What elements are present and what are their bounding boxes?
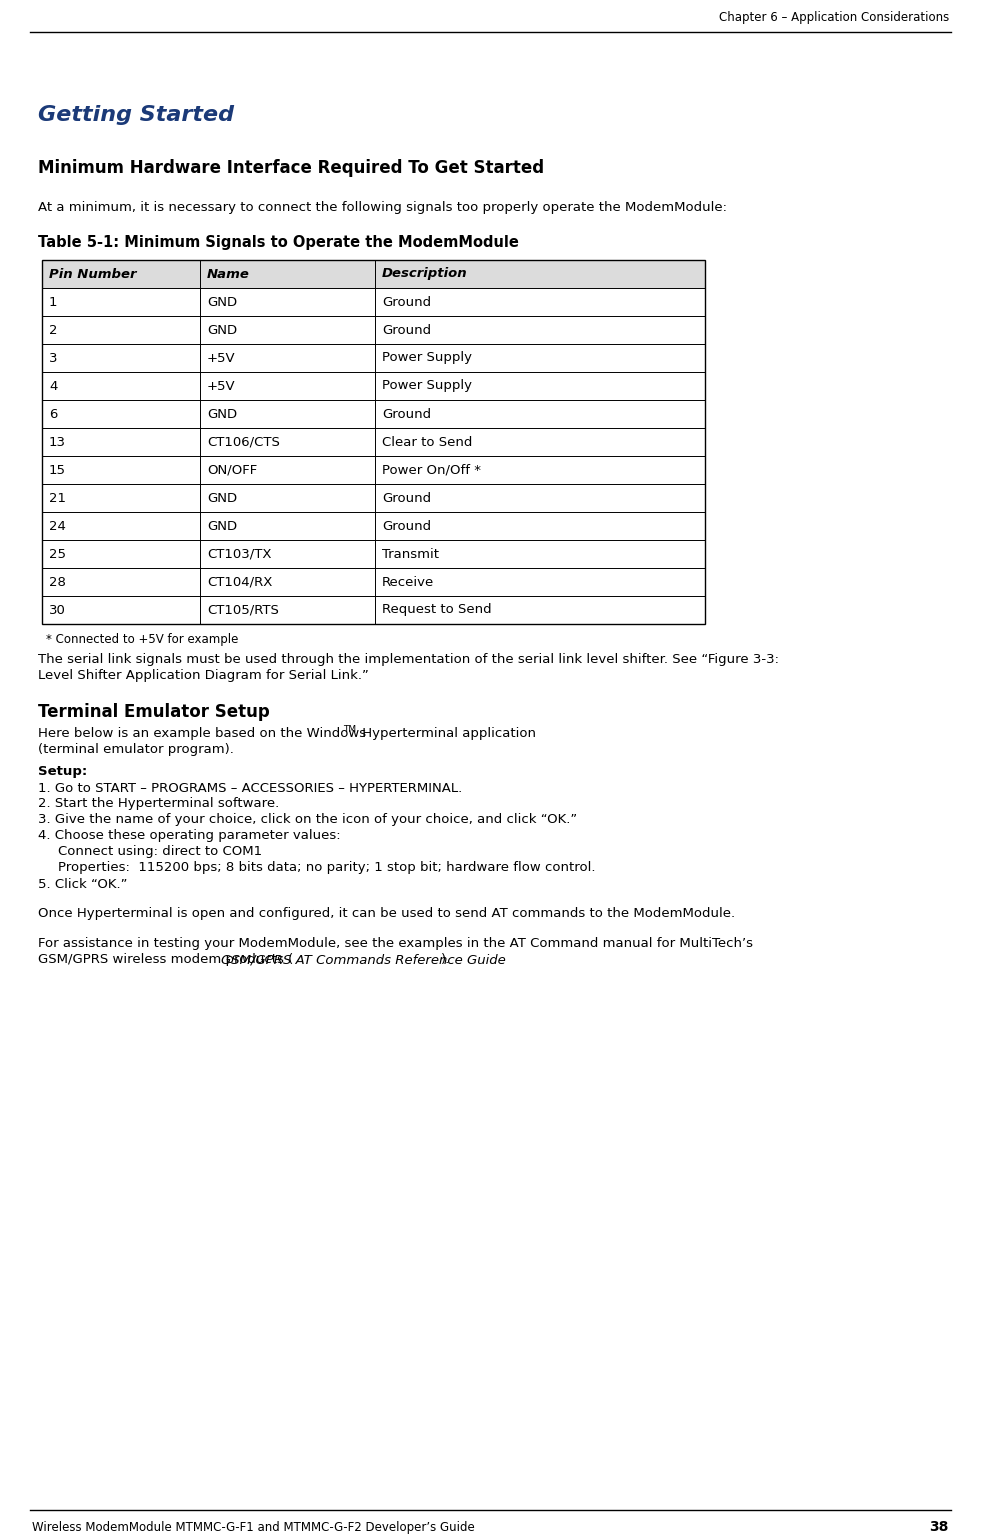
Text: For assistance in testing your ModemModule, see the examples in the AT Command m: For assistance in testing your ModemModu… — [38, 937, 753, 951]
Text: 5. Click “OK.”: 5. Click “OK.” — [38, 877, 128, 891]
Text: 1. Go to START – PROGRAMS – ACCESSORIES – HYPERTERMINAL.: 1. Go to START – PROGRAMS – ACCESSORIES … — [38, 782, 462, 794]
Text: GND: GND — [207, 408, 237, 420]
Text: 2. Start the Hyperterminal software.: 2. Start the Hyperterminal software. — [38, 797, 280, 811]
Text: Ground: Ground — [382, 520, 431, 532]
Text: 25: 25 — [49, 548, 66, 560]
Text: Receive: Receive — [382, 576, 435, 588]
Text: Table 5-1: Minimum Signals to Operate the ModemModule: Table 5-1: Minimum Signals to Operate th… — [38, 235, 519, 251]
Text: 4. Choose these operating parameter values:: 4. Choose these operating parameter valu… — [38, 830, 340, 842]
Bar — [42, 596, 705, 623]
Text: Ground: Ground — [382, 323, 431, 337]
Text: CT104/RX: CT104/RX — [207, 576, 273, 588]
Text: CT105/RTS: CT105/RTS — [207, 603, 279, 617]
Text: Connect using: direct to COM1: Connect using: direct to COM1 — [58, 845, 262, 859]
Text: CT103/TX: CT103/TX — [207, 548, 272, 560]
Text: Description: Description — [382, 268, 468, 280]
Text: Properties:  115200 bps; 8 bits data; no parity; 1 stop bit; hardware flow contr: Properties: 115200 bps; 8 bits data; no … — [58, 862, 595, 874]
Text: ON/OFF: ON/OFF — [207, 463, 257, 477]
Text: +5V: +5V — [207, 380, 235, 392]
Text: GND: GND — [207, 295, 237, 308]
Bar — [42, 372, 705, 400]
Bar — [42, 288, 705, 315]
Bar — [42, 568, 705, 596]
Bar — [42, 345, 705, 372]
Text: Pin Number: Pin Number — [49, 268, 136, 280]
Bar — [42, 456, 705, 483]
Text: Ground: Ground — [382, 491, 431, 505]
Text: +5V: +5V — [207, 351, 235, 365]
Text: TM: TM — [343, 725, 356, 734]
Text: 13: 13 — [49, 436, 66, 448]
Text: 6: 6 — [49, 408, 57, 420]
Text: GND: GND — [207, 520, 237, 532]
Bar — [42, 400, 705, 428]
Text: 38: 38 — [930, 1521, 949, 1534]
Text: Once Hyperterminal is open and configured, it can be used to send AT commands to: Once Hyperterminal is open and configure… — [38, 908, 735, 920]
Text: 21: 21 — [49, 491, 66, 505]
Text: 1: 1 — [49, 295, 58, 308]
Bar — [42, 260, 705, 623]
Text: Request to Send: Request to Send — [382, 603, 491, 617]
Text: 28: 28 — [49, 576, 66, 588]
Text: Ground: Ground — [382, 408, 431, 420]
Text: 3: 3 — [49, 351, 58, 365]
Text: At a minimum, it is necessary to connect the following signals too properly oper: At a minimum, it is necessary to connect… — [38, 200, 727, 214]
Text: (terminal emulator program).: (terminal emulator program). — [38, 743, 233, 757]
Text: 15: 15 — [49, 463, 66, 477]
Text: GND: GND — [207, 323, 237, 337]
Text: Name: Name — [207, 268, 250, 280]
Text: CT106/CTS: CT106/CTS — [207, 436, 280, 448]
Text: 2: 2 — [49, 323, 58, 337]
Text: Chapter 6 – Application Considerations: Chapter 6 – Application Considerations — [719, 11, 949, 25]
Text: Clear to Send: Clear to Send — [382, 436, 473, 448]
Text: Here below is an example based on the Windows: Here below is an example based on the Wi… — [38, 728, 371, 740]
Text: Setup:: Setup: — [38, 765, 87, 779]
Text: 30: 30 — [49, 603, 66, 617]
Text: GSM/GPRS AT Commands Reference Guide: GSM/GPRS AT Commands Reference Guide — [221, 954, 506, 966]
Bar — [42, 483, 705, 512]
Bar — [42, 260, 705, 288]
Bar — [42, 428, 705, 456]
Text: GSM/GPRS wireless modem products (: GSM/GPRS wireless modem products ( — [38, 954, 293, 966]
Text: Getting Started: Getting Started — [38, 105, 234, 125]
Text: Power On/Off *: Power On/Off * — [382, 463, 481, 477]
Text: Level Shifter Application Diagram for Serial Link.”: Level Shifter Application Diagram for Se… — [38, 669, 369, 682]
Bar — [42, 315, 705, 345]
Text: 4: 4 — [49, 380, 57, 392]
Text: Transmit: Transmit — [382, 548, 439, 560]
Text: * Connected to +5V for example: * Connected to +5V for example — [46, 633, 238, 645]
Text: Minimum Hardware Interface Required To Get Started: Minimum Hardware Interface Required To G… — [38, 159, 544, 177]
Text: 24: 24 — [49, 520, 66, 532]
Bar — [42, 540, 705, 568]
Text: 3. Give the name of your choice, click on the icon of your choice, and click “OK: 3. Give the name of your choice, click o… — [38, 814, 577, 826]
Text: Power Supply: Power Supply — [382, 351, 472, 365]
Text: ).: ). — [441, 954, 450, 966]
Text: The serial link signals must be used through the implementation of the serial li: The serial link signals must be used thr… — [38, 654, 779, 666]
Text: Hyperterminal application: Hyperterminal application — [358, 728, 536, 740]
Text: Power Supply: Power Supply — [382, 380, 472, 392]
Text: Wireless ModemModule MTMMC-G-F1 and MTMMC-G-F2 Developer’s Guide: Wireless ModemModule MTMMC-G-F1 and MTMM… — [32, 1521, 475, 1533]
Text: Ground: Ground — [382, 295, 431, 308]
Text: GND: GND — [207, 491, 237, 505]
Text: Terminal Emulator Setup: Terminal Emulator Setup — [38, 703, 270, 720]
Bar — [42, 512, 705, 540]
